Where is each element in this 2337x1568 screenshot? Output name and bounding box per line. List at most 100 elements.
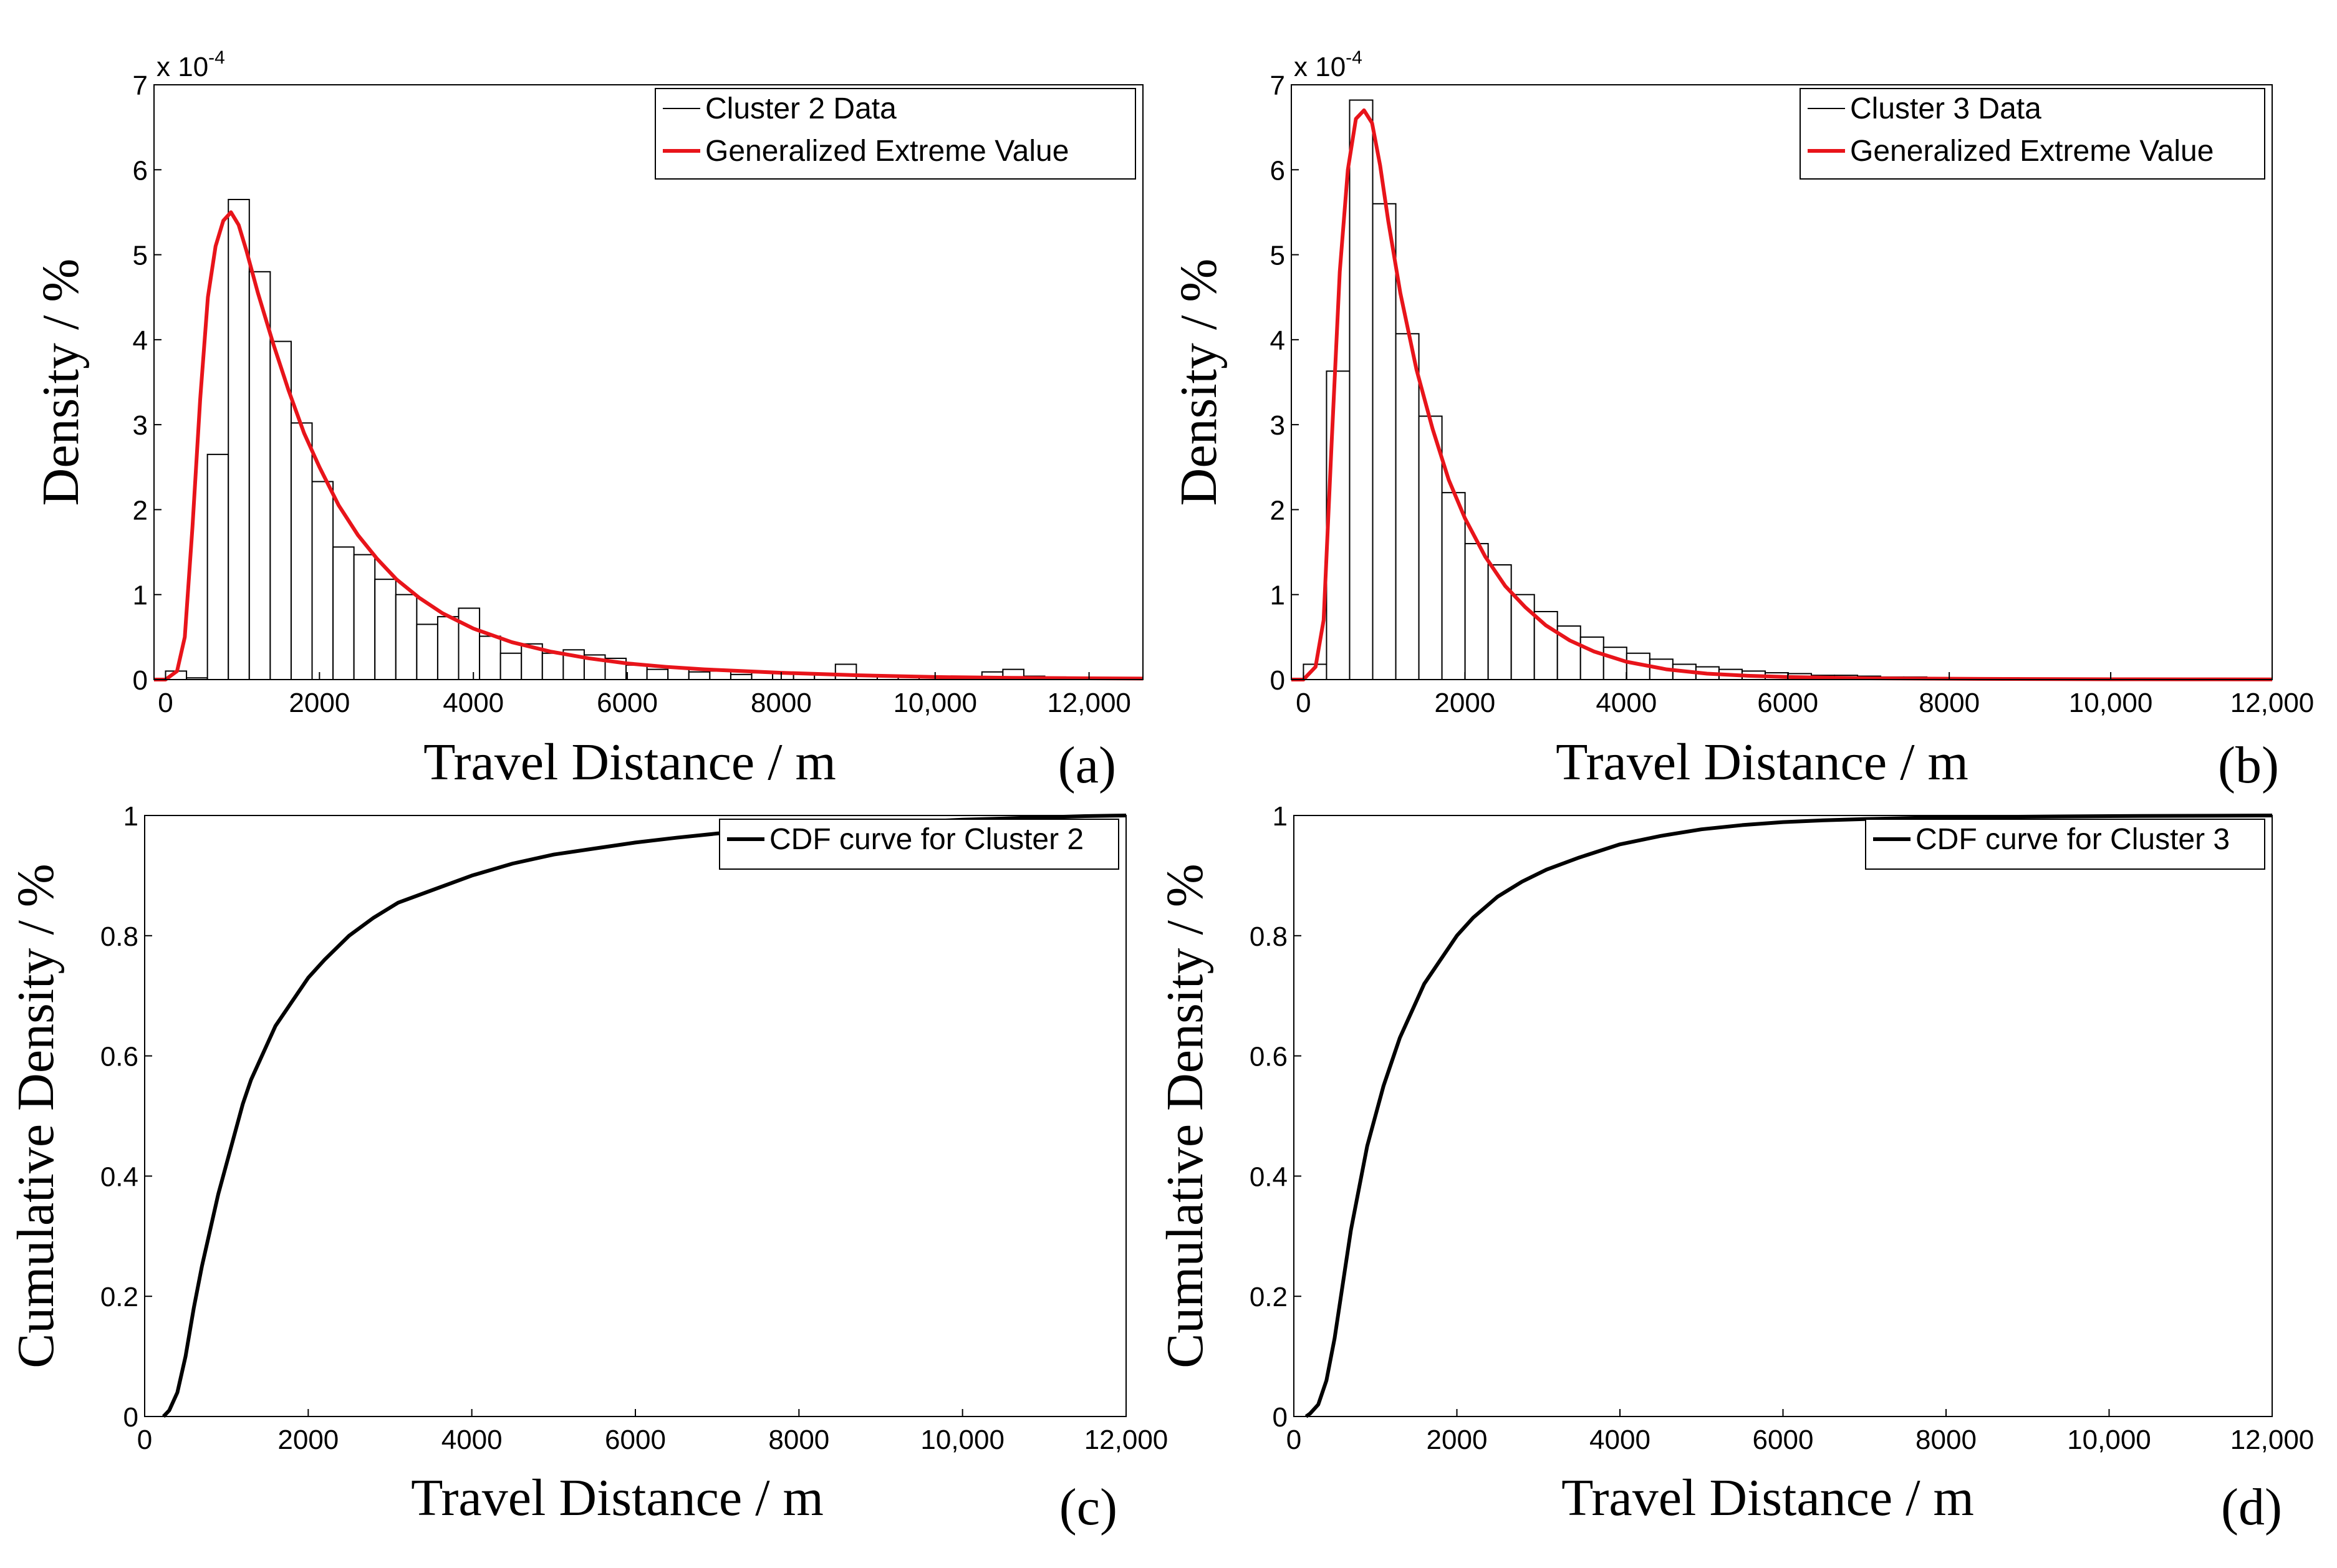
x-tick-label: 0 (1286, 1425, 1301, 1455)
legend-box (655, 88, 1136, 180)
cdf-line (161, 814, 1127, 1418)
y-tick-label: 2 (1270, 495, 1285, 526)
x-tick-label: 6000 (1753, 1425, 1814, 1455)
gev-fit-line (154, 210, 1144, 681)
y-tick-label: 0.4 (1250, 1162, 1288, 1192)
y-tick-label: 0 (133, 665, 148, 696)
histogram-bar (625, 664, 648, 680)
plot-frame (1293, 815, 2273, 1417)
histogram-bar (1602, 647, 1627, 680)
x-tick-label: 0 (137, 1425, 152, 1455)
y-tick-label: 0.2 (1250, 1282, 1288, 1312)
legend-box (1800, 88, 2265, 180)
chart-panel-c: 0 2000 4000 6000 8000 10,000 12,000 0 0.2 0.4 0.6 0… (7, 801, 1168, 1536)
x-axis-label: Travel Distance / m (411, 1469, 824, 1527)
chart-panel-a: 0 2000 4000 6000 8000 10,000 12,000 0 1 2 3 4 5 6 7 x 1… (32, 47, 1144, 794)
plot-frame (144, 815, 1127, 1417)
panel-tag: (b) (2218, 736, 2279, 794)
x-tick-label: 4000 (1589, 1425, 1650, 1455)
plot-frame (153, 84, 1144, 680)
gev-fit-line (1291, 108, 2273, 681)
legend: Cluster 2 Data Generalized Extreme Value (655, 88, 1136, 180)
histogram-bar (1487, 564, 1512, 680)
histogram-bar (311, 481, 334, 680)
y-tick-label: 4 (133, 325, 148, 356)
histogram-bar (458, 607, 481, 681)
y-tick-label: 0.8 (100, 921, 138, 952)
x-tick-label: 4000 (441, 1425, 503, 1455)
y-axis-label: Cumulative Density / % (1156, 863, 1214, 1368)
panel-tag: (d) (2221, 1478, 2282, 1536)
legend: CDF curve for Cluster 2 (719, 819, 1119, 870)
x-tick-label: 2000 (289, 688, 350, 718)
histogram-bar (1464, 542, 1489, 681)
y-tick-label: 1 (123, 801, 138, 832)
x-tick-label: 8000 (768, 1425, 829, 1455)
y-tick-label: 0 (123, 1402, 138, 1433)
x-tick-label: 2000 (1427, 1425, 1488, 1455)
histogram-bar (1326, 370, 1351, 680)
histogram-bar (332, 546, 355, 680)
x-tick-label: 10,000 (2069, 688, 2153, 718)
y-tick-label: 7 (133, 70, 148, 101)
histogram-bar (395, 594, 418, 681)
histogram-bar (248, 271, 271, 681)
y-scale-exponent: x 10-4 (157, 47, 225, 82)
histogram-bar (688, 671, 711, 680)
legend: Cluster 3 Data Generalized Extreme Value (1800, 88, 2265, 180)
y-tick-label: 0.4 (100, 1162, 138, 1192)
histogram-bar (1372, 203, 1397, 680)
histogram-bar (436, 616, 460, 680)
y-axis-label: Cumulative Density / % (7, 863, 65, 1368)
x-tick-label: 10,000 (893, 688, 977, 718)
x-axis-label: Travel Distance / m (1561, 1469, 1974, 1527)
x-tick-label: 12,000 (1047, 688, 1131, 718)
y-tick-label: 2 (133, 495, 148, 526)
y-tick-label: 3 (133, 410, 148, 441)
legend: CDF curve for Cluster 3 (1865, 819, 2265, 870)
histogram-bar (499, 652, 523, 681)
y-axis-label: Density / % (32, 259, 90, 506)
y-tick-label: 7 (1270, 70, 1285, 101)
x-tick-label: 4000 (443, 688, 504, 718)
x-axis-label: Travel Distance / m (423, 733, 836, 791)
panel-tag: (c) (1059, 1478, 1117, 1536)
plot-frame (1291, 84, 2273, 680)
histogram-bar (479, 635, 501, 680)
cdf-line (1304, 814, 2273, 1418)
x-tick-label: 8000 (1919, 688, 1980, 718)
histogram-bar (1579, 636, 1604, 680)
histogram-bar (374, 579, 397, 680)
legend-label: Cluster 3 Data (1850, 92, 2041, 125)
legend-label: Generalized Extreme Value (1850, 135, 2214, 168)
x-tick-label: 10,000 (2067, 1425, 2151, 1455)
x-tick-label: 0 (158, 688, 173, 718)
x-tick-label: 6000 (1757, 688, 1818, 718)
chart-panel-d: 0 2000 4000 6000 8000 10,000 12,000 0 0.2 0.4 0.6 0… (1156, 801, 2314, 1536)
x-tick-label: 6000 (605, 1425, 666, 1455)
y-tick-label: 0.6 (1250, 1042, 1288, 1072)
histogram-bar (730, 673, 753, 681)
histogram-bar (269, 340, 292, 680)
legend-label: Cluster 2 Data (705, 92, 897, 125)
x-tick-label: 6000 (597, 688, 658, 718)
histogram-bar (646, 668, 669, 681)
y-tick-label: 0 (1270, 665, 1285, 696)
y-tick-label: 5 (1270, 241, 1285, 271)
x-tick-label: 2000 (1434, 688, 1495, 718)
histogram-bar (290, 422, 313, 680)
histogram-bar (1349, 99, 1374, 680)
y-tick-label: 5 (133, 241, 148, 271)
legend-label: CDF curve for Cluster 3 (1915, 823, 2230, 856)
histogram-bar (834, 663, 857, 681)
panel-tag: (a) (1058, 736, 1116, 794)
x-tick-label: 12,000 (1084, 1425, 1168, 1455)
y-tick-label: 0.2 (100, 1282, 138, 1312)
legend-box (1865, 819, 2265, 870)
legend-label: CDF curve for Cluster 2 (769, 823, 1084, 856)
x-tick-label: 8000 (751, 688, 812, 718)
x-tick-label: 0 (1296, 688, 1311, 718)
y-axis-label: Density / % (1170, 259, 1228, 506)
histogram-bar (1395, 333, 1420, 680)
